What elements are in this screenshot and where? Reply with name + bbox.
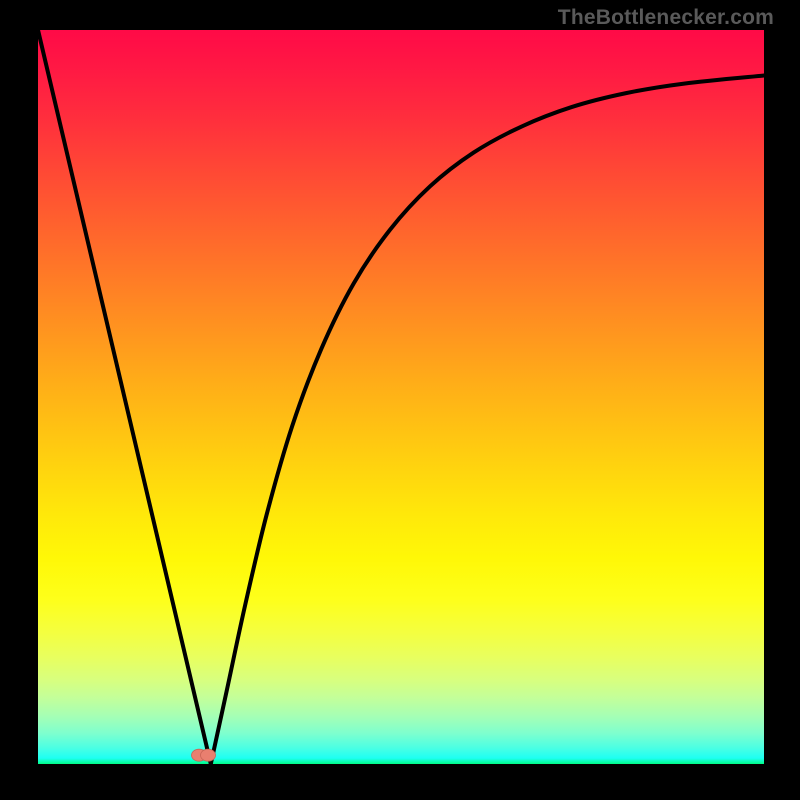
watermark-text: TheBottlenecker.com xyxy=(558,6,774,30)
valley-marker xyxy=(192,749,216,761)
gradient-background xyxy=(38,30,764,764)
chart-container: TheBottlenecker.com xyxy=(0,0,800,800)
plot-area xyxy=(38,30,764,764)
